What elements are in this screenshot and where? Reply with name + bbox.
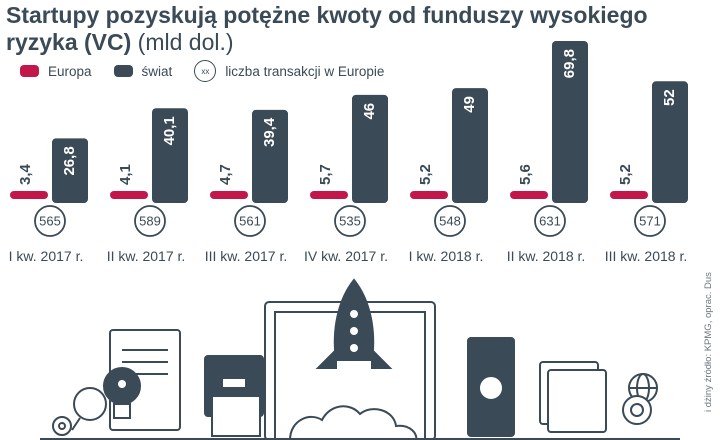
bar-chart: 3,4 26,8 565 I kw. 2017 r. 4,1 40,1 589 II kw. … bbox=[9, 41, 688, 264]
gear-icon bbox=[52, 416, 72, 436]
category-label: I kw. 2018 r. bbox=[409, 248, 484, 264]
world-value-label: 52 bbox=[661, 89, 678, 106]
world-value-label: 69,8 bbox=[561, 49, 578, 78]
legend-swatch-world bbox=[113, 65, 133, 77]
europe-value-label: 5,2 bbox=[617, 164, 634, 185]
legend-swatch-europe bbox=[20, 65, 39, 77]
deals-circle bbox=[134, 205, 166, 237]
chart-title-main: Startupy pozyskują potężne kwoty od fund… bbox=[6, 2, 648, 55]
deals-count-label: 571 bbox=[639, 213, 661, 228]
world-value-label: 39,4 bbox=[261, 117, 278, 147]
world-bar bbox=[252, 109, 288, 203]
category-label: IV kw. 2017 r. bbox=[304, 248, 388, 264]
world-bar bbox=[52, 138, 88, 203]
world-value-label: 26,8 bbox=[61, 146, 78, 175]
source-note: i dżiny źródło: KPMG, oprac. Dus bbox=[703, 272, 714, 412]
deals-circle bbox=[534, 205, 566, 237]
deals-circle bbox=[434, 205, 466, 237]
chart-title: Startupy pozyskują potężne kwoty od fund… bbox=[6, 2, 686, 56]
europe-value-label: 4,1 bbox=[117, 164, 134, 185]
legend-label-deals: liczba transakcji w Europie bbox=[225, 63, 385, 79]
europe-value-label: 3,4 bbox=[17, 163, 34, 185]
world-value-label: 40,1 bbox=[161, 116, 178, 145]
europe-value-label: 5,6 bbox=[517, 164, 534, 185]
deals-count-label: 535 bbox=[339, 213, 361, 228]
europe-bar bbox=[10, 191, 48, 199]
category-label: II kw. 2018 r. bbox=[507, 248, 586, 264]
deals-count-label: 561 bbox=[239, 213, 261, 228]
chart-title-unit: (mld dol.) bbox=[137, 29, 234, 55]
magnifier-icon bbox=[73, 387, 107, 421]
deals-circle bbox=[634, 205, 666, 237]
deals-circle bbox=[334, 205, 366, 237]
europe-bar bbox=[310, 191, 348, 199]
world-bar bbox=[552, 41, 588, 203]
deals-count-label: 548 bbox=[439, 213, 461, 228]
category-label: II kw. 2017 r. bbox=[107, 248, 186, 264]
legend-label-europe: Europa bbox=[48, 63, 92, 79]
world-bar bbox=[352, 94, 388, 203]
target-icon bbox=[622, 395, 652, 425]
deals-circle bbox=[34, 205, 66, 237]
category-label: III kw. 2017 r. bbox=[205, 248, 288, 264]
category-label: I kw. 2017 r. bbox=[9, 248, 84, 264]
world-bar bbox=[652, 81, 688, 203]
world-value-label: 49 bbox=[461, 96, 478, 113]
legend-label-world: świat bbox=[141, 63, 173, 79]
legend: Europa świat xx liczba transakcji w Euro… bbox=[20, 60, 406, 82]
europe-value-label: 4,7 bbox=[217, 164, 234, 185]
europe-bar bbox=[210, 191, 248, 199]
legend-item-europe: Europa bbox=[20, 64, 92, 79]
startup-illustration bbox=[40, 278, 680, 440]
europe-bar bbox=[110, 191, 148, 199]
deals-count-label: 589 bbox=[139, 213, 161, 228]
world-bar bbox=[452, 88, 488, 203]
category-label: III kw. 2018 r. bbox=[605, 248, 688, 264]
europe-bar bbox=[610, 191, 648, 199]
europe-bar bbox=[510, 191, 548, 199]
europe-bar bbox=[410, 191, 448, 199]
world-value-label: 46 bbox=[361, 103, 378, 120]
world-bar bbox=[152, 108, 188, 203]
deals-circle bbox=[234, 205, 266, 237]
legend-item-world: świat bbox=[113, 63, 173, 79]
deals-count-label: 631 bbox=[539, 213, 561, 228]
legend-item-deals: xx liczba transakcji w Europie bbox=[194, 60, 384, 82]
europe-value-label: 5,2 bbox=[417, 164, 434, 185]
deals-count-label: 565 bbox=[39, 213, 61, 228]
europe-value-label: 5,7 bbox=[317, 164, 334, 185]
legend-deals-circle: xx bbox=[194, 60, 217, 82]
